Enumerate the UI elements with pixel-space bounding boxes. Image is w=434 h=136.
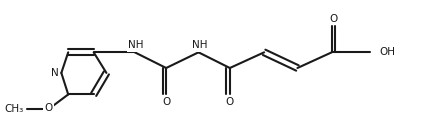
Text: OH: OH <box>379 47 395 57</box>
Text: NH: NH <box>191 41 207 50</box>
Text: O: O <box>225 97 233 107</box>
Text: N: N <box>50 68 58 78</box>
Text: CH₃: CH₃ <box>5 104 24 114</box>
Text: NH: NH <box>128 41 143 50</box>
Text: O: O <box>329 14 337 24</box>
Text: O: O <box>44 103 53 113</box>
Text: O: O <box>162 97 170 107</box>
